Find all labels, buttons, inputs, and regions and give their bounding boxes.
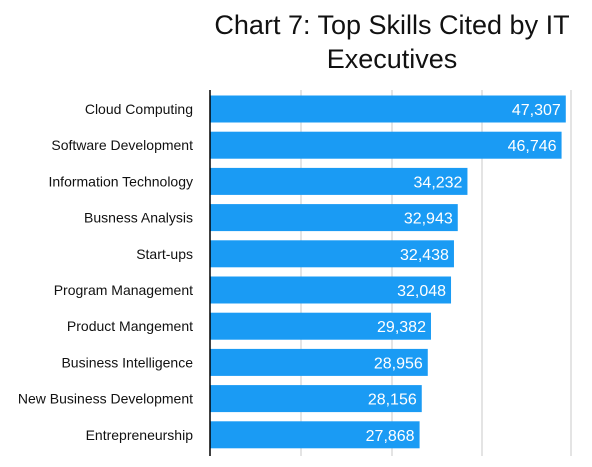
category-label-7: Business Intelligence	[61, 354, 193, 370]
bar-7	[210, 348, 428, 376]
bar-9	[210, 421, 420, 449]
bar-8	[210, 385, 422, 413]
category-label-8: New Business Development	[18, 391, 193, 407]
value-label-6: 29,382	[377, 319, 426, 336]
bar-6	[210, 312, 431, 340]
value-label-7: 28,956	[374, 355, 423, 372]
bar-2	[210, 167, 468, 195]
category-label-4: Start-ups	[136, 246, 193, 262]
value-label-0: 47,307	[512, 102, 561, 119]
bar-5	[210, 276, 452, 304]
category-label-2: Information Technology	[49, 173, 194, 189]
value-label-3: 32,943	[404, 211, 453, 228]
bar-0	[210, 95, 566, 123]
value-label-9: 27,868	[366, 428, 415, 445]
value-label-4: 32,438	[400, 247, 449, 264]
category-label-1: Software Development	[51, 137, 193, 153]
value-label-8: 28,156	[368, 392, 417, 409]
value-label-5: 32,048	[397, 283, 446, 300]
bar-3	[210, 204, 458, 232]
bar-1	[210, 131, 562, 159]
value-label-2: 34,232	[414, 174, 463, 191]
bar-4	[210, 240, 454, 268]
chart-title: Chart 7: Top Skills Cited by IT Executiv…	[214, 10, 570, 74]
category-label-6: Product Mangement	[67, 318, 193, 334]
category-label-3: Busness Analysis	[84, 210, 193, 226]
category-label-5: Program Management	[54, 282, 193, 298]
category-label-9: Entrepreneurship	[86, 427, 194, 443]
category-label-0: Cloud Computing	[85, 101, 193, 117]
value-label-1: 46,746	[508, 138, 557, 155]
